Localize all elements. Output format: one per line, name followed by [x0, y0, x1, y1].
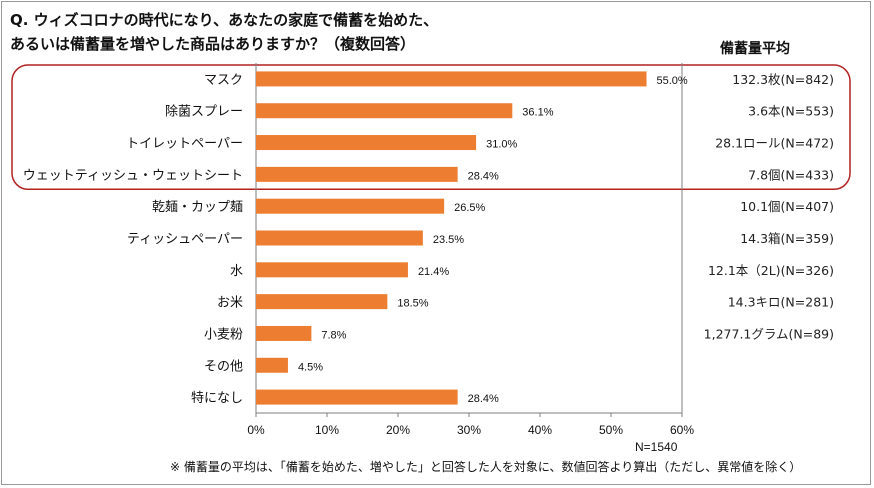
- data-label: 23.5%: [433, 234, 464, 246]
- bar: [256, 357, 288, 373]
- x-tick-label: 30%: [457, 423, 481, 437]
- x-tick-label: 10%: [315, 423, 339, 437]
- average-value: 3.6本(N=553): [748, 104, 834, 119]
- category-label: 小麦粉: [204, 327, 243, 342]
- bar: [256, 294, 388, 310]
- data-label: 36.1%: [522, 107, 553, 119]
- x-tick-label: 50%: [599, 423, 623, 437]
- x-tick-label: 20%: [386, 423, 410, 437]
- data-label: 28.4%: [468, 170, 499, 182]
- bar: [256, 325, 312, 341]
- category-label: 特になし: [191, 391, 243, 406]
- question-line-1: Q. ウィズコロナの時代になり、あなたの家庭で備蓄を始めた、: [10, 11, 439, 29]
- average-value: 14.3キロ(N=281): [728, 295, 834, 310]
- average-column-header: 備蓄量平均: [720, 41, 790, 57]
- bar: [256, 262, 408, 278]
- category-label: お米: [217, 296, 243, 311]
- category-label: 水: [230, 264, 243, 279]
- sample-size: N=1540: [635, 440, 678, 454]
- average-value: 14.3箱(N=359): [740, 231, 834, 246]
- bar: [256, 166, 458, 182]
- category-label: 除菌スプレー: [165, 105, 243, 120]
- average-value: 132.3枚(N=842): [732, 72, 834, 87]
- x-tick-label: 40%: [528, 423, 552, 437]
- question-line-2: あるいは備蓄量を増やした商品はありますか？（複数回答）: [10, 35, 416, 53]
- bar: [256, 103, 513, 119]
- data-label: 4.5%: [298, 361, 323, 373]
- x-tick-label: 0%: [247, 423, 265, 437]
- data-label: 28.4%: [468, 393, 499, 405]
- bar: [256, 71, 647, 87]
- data-label: 31.0%: [486, 139, 517, 151]
- average-value: 28.1ロール(N=472): [715, 136, 834, 151]
- footnote: ※ 備蓄量の平均は、「備蓄を始めた、増やした」と回答した人を対象に、数値回答より…: [170, 460, 802, 474]
- data-label: 18.5%: [397, 298, 428, 310]
- average-value: 12.1本（2L)(N=326): [708, 263, 834, 278]
- bar: [256, 135, 477, 151]
- average-value: 1,277.1グラム(N=89): [704, 326, 834, 341]
- data-label: 26.5%: [454, 202, 485, 214]
- average-value: 10.1個(N=407): [740, 199, 834, 214]
- bar: [256, 389, 458, 405]
- category-label: トイレットペーパー: [126, 137, 243, 152]
- data-label: 21.4%: [418, 266, 449, 278]
- average-value: 7.8個(N=433): [748, 167, 834, 182]
- x-tick-label: 60%: [670, 423, 694, 437]
- question-title: Q. ウィズコロナの時代になり、あなたの家庭で備蓄を始めた、 あるいは備蓄量を増…: [10, 8, 438, 56]
- category-label: マスク: [204, 73, 243, 88]
- highlight-box: [11, 64, 851, 191]
- bar: [256, 198, 445, 214]
- category-label: その他: [204, 359, 243, 374]
- data-label: 7.8%: [321, 329, 346, 341]
- category-label: ウェットティッシュ・ウェットシート: [23, 168, 243, 183]
- category-label: ティッシュペーパー: [127, 232, 243, 247]
- bar: [256, 230, 423, 246]
- data-label: 55.0%: [657, 75, 688, 87]
- category-label: 乾麺・カップ麺: [152, 200, 243, 215]
